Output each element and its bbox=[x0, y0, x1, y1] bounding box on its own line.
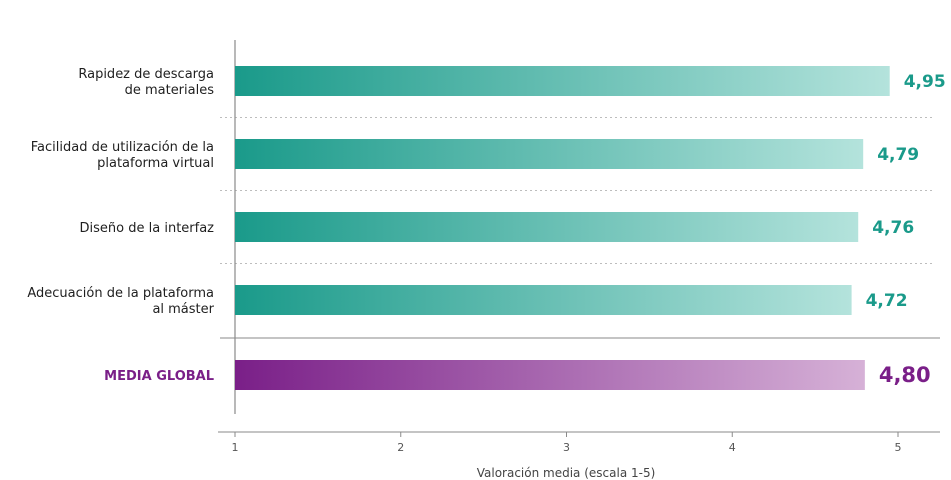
x-tick-label-3: 3 bbox=[563, 441, 570, 454]
x-tick-label-2: 2 bbox=[397, 441, 404, 454]
category-label-line: al máster bbox=[152, 302, 214, 317]
category-label-1: Rapidez de descarga de materiales bbox=[78, 67, 214, 98]
x-tick-label-4: 4 bbox=[729, 441, 736, 454]
category-label-line: Rapidez de descarga bbox=[78, 67, 214, 82]
global-value-label: 4,80 bbox=[879, 363, 931, 387]
plot-area: Rapidez de descarga de materiales 4,95 Faci… bbox=[27, 40, 946, 480]
bar-1 bbox=[235, 66, 890, 96]
value-label-4: 4,72 bbox=[866, 291, 908, 311]
value-label-1: 4,95 bbox=[904, 72, 946, 92]
category-label-3: Diseño de la interfaz bbox=[80, 221, 215, 236]
category-label-line: de materiales bbox=[125, 83, 215, 98]
category-label-line: Diseño de la interfaz bbox=[80, 221, 215, 236]
bar-3 bbox=[235, 212, 859, 242]
x-tick-label-1: 1 bbox=[232, 441, 239, 454]
x-axis-label: Valoración media (escala 1-5) bbox=[477, 466, 656, 480]
category-label-2: Facilidad de utilización de la plataforma… bbox=[31, 140, 214, 171]
bar-2 bbox=[235, 139, 864, 169]
category-label-4: Adecuación de la plataforma al máster bbox=[27, 286, 214, 317]
global-bar bbox=[235, 360, 865, 390]
global-label: MEDIA GLOBAL bbox=[104, 369, 214, 384]
category-label-line: Adecuación de la plataforma bbox=[27, 286, 214, 301]
value-label-2: 4,79 bbox=[877, 145, 919, 165]
value-label-3: 4,76 bbox=[872, 218, 914, 238]
bar-4 bbox=[235, 285, 852, 315]
category-label-line: Facilidad de utilización de la bbox=[31, 140, 214, 155]
category-label-line: plataforma virtual bbox=[97, 156, 214, 171]
x-tick-label-5: 5 bbox=[895, 441, 902, 454]
